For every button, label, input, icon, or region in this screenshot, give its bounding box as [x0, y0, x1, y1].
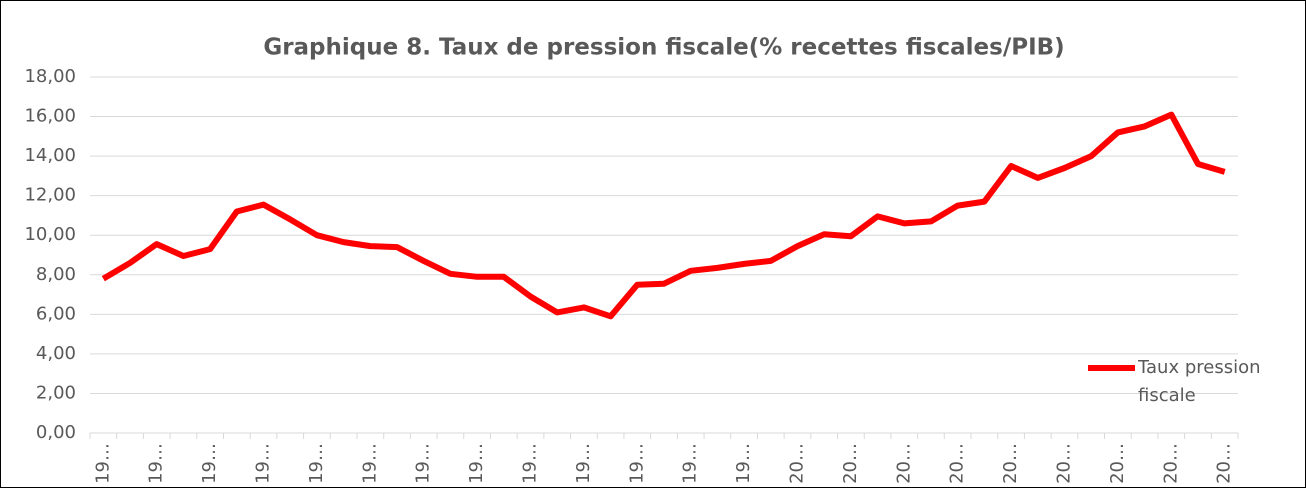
x-tick-label: 20…	[840, 443, 861, 484]
y-tick-label: 6,00	[36, 303, 76, 324]
x-tick-label: 20…	[1107, 443, 1128, 484]
x-tick-label: 19…	[253, 443, 274, 484]
y-tick-label: 18,00	[24, 66, 76, 87]
x-tick-label: 19…	[573, 443, 594, 484]
y-tick-label: 4,00	[36, 343, 76, 364]
x-tick-label: 20…	[786, 443, 807, 484]
x-tick-label: 20…	[1160, 443, 1181, 484]
x-tick-label: 19…	[306, 443, 327, 484]
chart-title: Graphique 8. Taux de pression fiscale(% …	[263, 35, 1064, 61]
x-tick-label: 20…	[1053, 443, 1074, 484]
y-tick-label: 14,00	[24, 145, 76, 166]
y-tick-label: 0,00	[36, 422, 76, 443]
x-tick-label: 20…	[893, 443, 914, 484]
series-line	[101, 111, 1226, 320]
x-tick-label: 19…	[680, 443, 701, 484]
x-tick-label: 19…	[626, 443, 647, 484]
y-tick-label: 12,00	[24, 185, 76, 206]
y-tick-label: 10,00	[24, 224, 76, 245]
x-tick-label: 20…	[947, 443, 968, 484]
x-tick-label: 19…	[146, 443, 167, 484]
x-tick-label: 19…	[466, 443, 487, 484]
x-tick-label: 19…	[199, 443, 220, 484]
x-tick-label: 19…	[733, 443, 754, 484]
x-tick-label: 19…	[92, 443, 113, 484]
x-tick-label: 19…	[520, 443, 541, 484]
x-tick-label: 19…	[359, 443, 380, 484]
y-tick-label: 8,00	[36, 264, 76, 285]
legend-box: Taux pression fiscale	[1138, 357, 1261, 406]
x-tick-label: 19…	[413, 443, 434, 484]
y-tick-label: 16,00	[24, 106, 76, 127]
x-tick-label: 20…	[1000, 443, 1021, 484]
legend-label: Taux pression fiscale	[1138, 357, 1261, 406]
y-tick-label: 2,00	[36, 382, 76, 403]
x-tick-label: 20…	[1214, 443, 1235, 484]
